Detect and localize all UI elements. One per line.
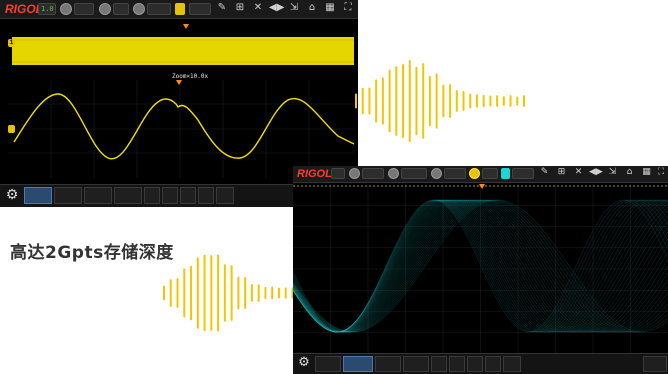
horizontal-knob[interactable] (60, 3, 72, 15)
channel-1-badge[interactable] (501, 168, 510, 179)
run-knob[interactable] (469, 168, 480, 179)
brand-logo: RIGOL (297, 168, 332, 180)
sound-wave-graphic-top (355, 59, 525, 143)
scope1-status-bar: ⚙ (0, 184, 358, 207)
channel-1-marker-top: 1 (8, 39, 15, 47)
channel-3-settings-cell[interactable] (84, 187, 112, 204)
zoomed-waveform (8, 80, 354, 178)
home-icon[interactable]: ⌂ (626, 167, 633, 177)
scope1-toolbar: RIGOL 1.0 ✎ ⊞ ✕ ◀▶ ⇲ ⌂ ▦ ⛶ (0, 0, 358, 19)
headline-memory-depth: 高达2Gpts存储深度 (10, 243, 174, 263)
expand-icon[interactable]: ⛶ (344, 2, 352, 13)
ruler-icon[interactable]: ⊞ (235, 2, 245, 13)
pencil-icon[interactable]: ✎ (217, 2, 227, 13)
math-3-cell[interactable] (467, 356, 483, 372)
channel-1-marker-bottom (8, 125, 15, 133)
memory-depth-button[interactable] (147, 3, 171, 15)
home-icon[interactable]: ⌂ (308, 2, 316, 13)
channel-2-settings-cell[interactable] (343, 356, 373, 372)
scope2-toolbar: RIGOL ✎ ⊞ ✕ ◀▶ ⇲ ⌂ ▦ ⛶ (293, 166, 668, 183)
channel-4-settings-cell[interactable] (403, 356, 429, 372)
cursor-icon[interactable]: ✕ (574, 167, 583, 177)
ruler-icon[interactable]: ⊞ (557, 167, 566, 177)
channel-badge[interactable] (331, 168, 345, 179)
cursor-icon[interactable]: ✕ (253, 2, 263, 13)
math-3-cell[interactable] (180, 187, 196, 204)
rigol-gear-icon[interactable]: ⚙ (298, 355, 310, 370)
math-2-cell[interactable] (449, 356, 465, 372)
trigger-knob[interactable] (99, 3, 111, 15)
math-4-cell[interactable] (198, 187, 214, 204)
zoom-trigger-marker (176, 80, 182, 85)
scope-screen-cyan: RIGOL ✎ ⊞ ✕ ◀▶ ⇲ ⌂ ▦ ⛶ ⚙ (293, 166, 668, 374)
trigger-level-button[interactable] (189, 3, 211, 15)
cyan-persistence-display (293, 184, 668, 354)
zoom-icon[interactable]: ⇲ (608, 167, 617, 177)
yellow-trace (13, 93, 354, 160)
zoom-label: Zoom×10.0x (172, 73, 209, 80)
sample-rate-button[interactable] (113, 3, 129, 15)
ref-cell[interactable] (503, 356, 521, 372)
ref-cell[interactable] (216, 187, 234, 204)
channel-1-badge[interactable] (175, 3, 185, 15)
channel-badge[interactable]: 1.0 (38, 3, 56, 15)
memory-depth-button[interactable] (444, 168, 466, 179)
sound-wave-graphic-bottom (163, 254, 307, 332)
overview-waveform (8, 24, 354, 74)
channel-3-settings-cell[interactable] (375, 356, 401, 372)
horizontal-knob[interactable] (349, 168, 360, 179)
trigger-mode-button[interactable] (482, 168, 498, 179)
math-1-cell[interactable] (144, 187, 160, 204)
timebase-button[interactable] (74, 3, 94, 15)
grid-icon[interactable]: ▦ (325, 2, 335, 13)
pencil-icon[interactable]: ✎ (540, 167, 549, 177)
time-display-cell (643, 356, 667, 372)
trigger-level-button[interactable] (512, 168, 534, 179)
acquire-knob[interactable] (431, 168, 442, 179)
math-4-cell[interactable] (485, 356, 501, 372)
scope-screen-yellow: RIGOL 1.0 ✎ ⊞ ✕ ◀▶ ⇲ ⌂ ▦ ⛶ 1 Zoom×10.0x (0, 0, 358, 207)
scope2-status-bar: ⚙ (293, 353, 668, 374)
channel-1-settings-cell[interactable] (24, 187, 52, 204)
acquire-knob[interactable] (133, 3, 145, 15)
expand-icon[interactable]: ⛶ (657, 167, 665, 177)
zoom-icon[interactable]: ⇲ (289, 2, 299, 13)
sample-rate-button[interactable] (401, 168, 427, 179)
math-1-cell[interactable] (431, 356, 447, 372)
math-2-cell[interactable] (162, 187, 178, 204)
rigol-gear-icon[interactable]: ⚙ (5, 187, 19, 203)
channel-2-settings-cell[interactable] (54, 187, 82, 204)
measure-icon[interactable]: ◀▶ (589, 167, 603, 177)
grid-icon[interactable]: ▦ (642, 167, 651, 177)
channel-4-settings-cell[interactable] (114, 187, 142, 204)
brand-logo: RIGOL (5, 2, 43, 16)
measure-icon[interactable]: ◀▶ (269, 2, 285, 13)
timebase-button[interactable] (362, 168, 384, 179)
channel-1-settings-cell[interactable] (315, 356, 341, 372)
trigger-pos-marker (183, 24, 189, 29)
trigger-knob[interactable] (388, 168, 399, 179)
